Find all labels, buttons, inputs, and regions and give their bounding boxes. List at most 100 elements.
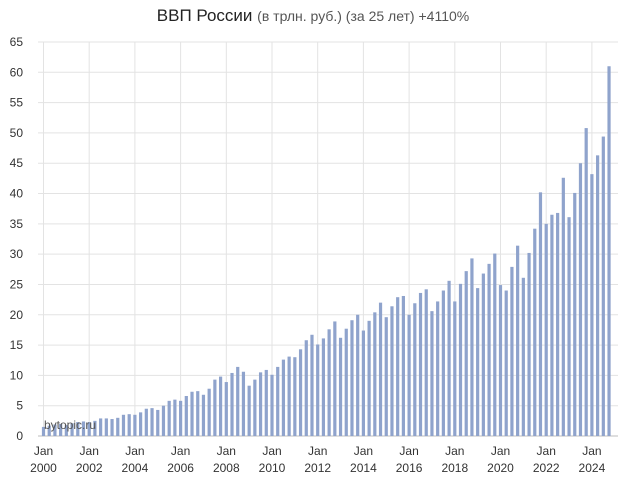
gdp-bar bbox=[384, 317, 388, 436]
gdp-bar bbox=[453, 301, 457, 436]
x-tick-month: Jan bbox=[80, 444, 99, 458]
gdp-bar bbox=[156, 409, 160, 436]
gdp-bar bbox=[93, 420, 97, 436]
gdp-bar bbox=[567, 217, 571, 436]
gdp-bar bbox=[538, 192, 543, 436]
gdp-bar bbox=[224, 382, 228, 436]
gdp-bar bbox=[321, 338, 326, 436]
gdp-bar bbox=[316, 344, 320, 436]
gdp-bar bbox=[338, 337, 343, 436]
gdp-bar bbox=[550, 214, 554, 436]
gdp-bar bbox=[150, 408, 154, 436]
y-tick-label: 65 bbox=[10, 35, 24, 49]
gdp-bar bbox=[116, 417, 120, 436]
gdp-bar bbox=[350, 320, 354, 436]
y-tick-label: 0 bbox=[16, 429, 23, 443]
gdp-bar bbox=[110, 419, 114, 436]
gdp-bar bbox=[133, 414, 137, 436]
x-tick-year: 2012 bbox=[304, 461, 331, 475]
gdp-bar bbox=[47, 425, 51, 436]
gdp-bar bbox=[253, 379, 257, 436]
gdp-bar bbox=[361, 330, 365, 436]
x-tick-year: 2006 bbox=[167, 461, 194, 475]
gdp-bar bbox=[556, 212, 560, 436]
gdp-bar bbox=[327, 329, 331, 436]
gdp-bar bbox=[276, 366, 280, 436]
gdp-bar bbox=[218, 376, 223, 436]
gdp-bar bbox=[464, 271, 468, 436]
gdp-bar bbox=[247, 385, 251, 436]
y-tick-label: 20 bbox=[10, 308, 24, 322]
y-tick-label: 5 bbox=[16, 399, 23, 413]
x-tick-month: Jan bbox=[217, 444, 236, 458]
gdp-bar bbox=[99, 418, 103, 436]
gdp-bar bbox=[447, 280, 451, 436]
gdp-bar bbox=[310, 334, 314, 436]
gdp-bar bbox=[516, 245, 520, 436]
gdp-bar bbox=[573, 192, 577, 436]
gdp-bar bbox=[304, 340, 308, 436]
y-tick-label: 30 bbox=[10, 247, 24, 261]
gdp-bar bbox=[476, 288, 480, 436]
gdp-bar bbox=[213, 379, 217, 436]
gdp-bar bbox=[418, 292, 423, 436]
gdp-bar bbox=[413, 303, 417, 436]
y-tick-label: 25 bbox=[10, 277, 24, 291]
gdp-bar bbox=[481, 273, 485, 436]
x-tick-month: Jan bbox=[125, 444, 144, 458]
chart-title: ВВП России (в трлн. руб.) (за 25 лет) +4… bbox=[0, 6, 626, 26]
x-tick-year: 2008 bbox=[213, 461, 240, 475]
x-tick-month: Jan bbox=[171, 444, 190, 458]
gdp-bar bbox=[607, 66, 611, 436]
bar-layer bbox=[41, 66, 611, 437]
gdp-bar bbox=[584, 128, 588, 436]
x-tick-year: 2022 bbox=[533, 461, 560, 475]
gdp-bar bbox=[127, 414, 131, 436]
x-tick-year: 2018 bbox=[441, 461, 468, 475]
grid-layer bbox=[38, 41, 618, 437]
gdp-bar bbox=[498, 285, 503, 436]
y-tick-label: 45 bbox=[10, 156, 24, 170]
gdp-bar bbox=[407, 314, 411, 436]
gdp-bar bbox=[510, 266, 514, 436]
gdp-bar bbox=[179, 400, 183, 436]
gdp-bar bbox=[356, 314, 360, 436]
gdp-bar bbox=[287, 356, 291, 436]
gdp-bar bbox=[561, 177, 565, 437]
gdp-bar bbox=[601, 136, 605, 436]
gdp-bar bbox=[207, 388, 211, 436]
y-tick-label: 50 bbox=[10, 126, 24, 140]
y-tick-label: 60 bbox=[10, 65, 24, 79]
y-tick-label: 40 bbox=[10, 187, 24, 201]
x-tick-month: Jan bbox=[537, 444, 556, 458]
x-tick-year: 2010 bbox=[259, 461, 286, 475]
gdp-bar bbox=[236, 366, 240, 436]
gdp-bar bbox=[527, 252, 531, 436]
gdp-bar bbox=[64, 425, 68, 436]
x-tick-year: 2000 bbox=[30, 461, 57, 475]
x-tick-month: Jan bbox=[308, 444, 327, 458]
gdp-bar bbox=[344, 328, 348, 436]
gdp-bar bbox=[470, 258, 474, 436]
y-tick-label: 55 bbox=[10, 96, 24, 110]
gdp-bar bbox=[367, 320, 371, 436]
gdp-bar bbox=[139, 412, 143, 436]
gdp-bar bbox=[436, 301, 440, 436]
gdp-bar bbox=[401, 295, 405, 436]
y-tick-label: 35 bbox=[10, 217, 24, 231]
x-tick-month: Jan bbox=[582, 444, 601, 458]
x-tick-year: 2016 bbox=[396, 461, 423, 475]
gdp-bar bbox=[458, 283, 463, 436]
gdp-bar bbox=[590, 174, 594, 436]
x-tick-month: Jan bbox=[491, 444, 510, 458]
watermark: bytopic.ru bbox=[44, 418, 96, 432]
gdp-bar bbox=[121, 414, 126, 436]
x-tick-month: Jan bbox=[262, 444, 281, 458]
gdp-bar bbox=[167, 400, 171, 436]
gdp-bar bbox=[70, 423, 74, 436]
gdp-bar bbox=[333, 321, 337, 436]
gdp-bar bbox=[504, 290, 508, 436]
axis-layer: 0 5 10 15 20 25 30 35 40 45 50 55 60 65 Jan 2000 Jan 2002… bbox=[10, 35, 606, 475]
gdp-bar bbox=[544, 223, 548, 436]
